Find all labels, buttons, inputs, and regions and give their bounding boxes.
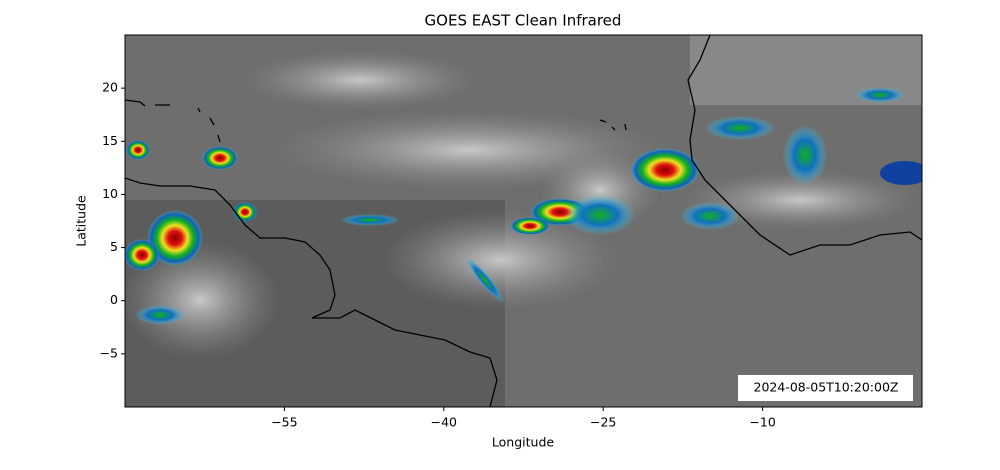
x-tick-label: −40 <box>431 415 457 430</box>
x-axis-label: Longitude <box>492 435 554 450</box>
x-tick-label: −10 <box>749 415 775 430</box>
timestamp: 2024-08-05T10:20:00Z <box>754 380 899 395</box>
annotation-box <box>738 375 913 401</box>
satellite-image <box>125 35 922 407</box>
y-tick-label: 5 <box>110 239 118 254</box>
plot-frame <box>124 34 923 408</box>
y-axis-label: Latitude <box>74 195 89 247</box>
chart-title: GOES EAST Clean Infrared <box>425 12 622 30</box>
y-tick-label: 10 <box>102 186 118 201</box>
y-tick-label: −5 <box>100 345 118 360</box>
y-tick-label: 15 <box>102 133 118 148</box>
x-tick-label: −25 <box>590 415 616 430</box>
y-tick-label: 0 <box>110 292 118 307</box>
x-tick-label: −55 <box>271 415 297 430</box>
y-tick-label: 20 <box>102 80 118 95</box>
